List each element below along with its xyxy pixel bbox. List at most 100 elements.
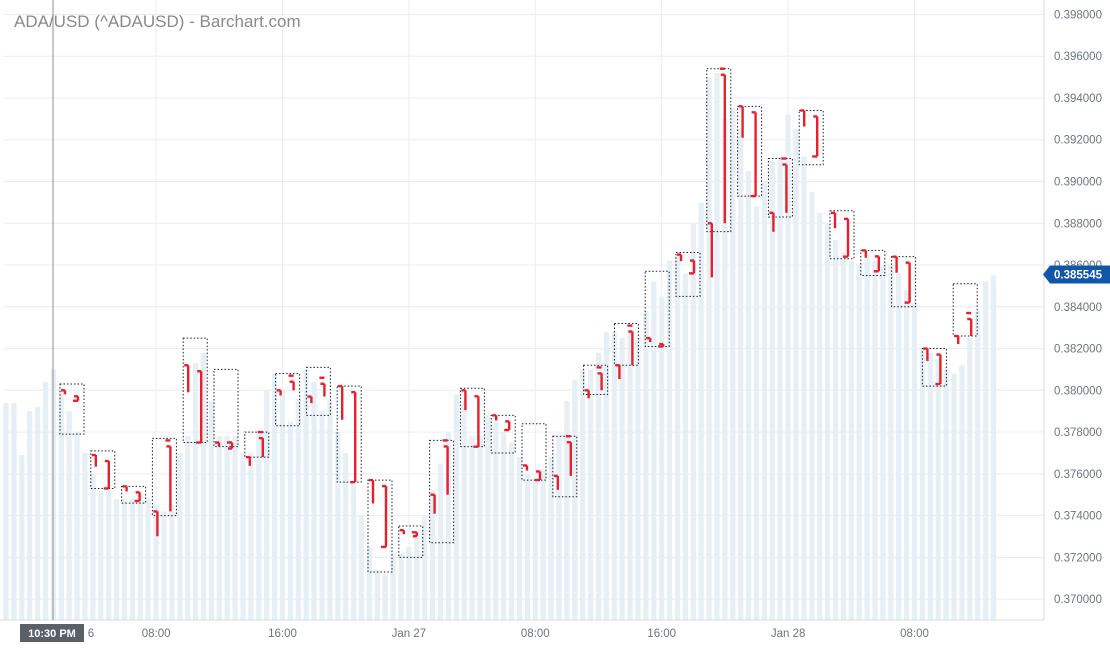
y-tick-label: 0.378000	[1054, 427, 1102, 439]
candle-range-box	[151, 437, 177, 517]
background-bar	[232, 436, 238, 620]
background-bar	[698, 202, 704, 621]
y-tick-label: 0.398000	[1054, 9, 1102, 21]
grid-layer	[4, 0, 1044, 620]
background-bar	[556, 436, 562, 620]
background-bar	[398, 553, 404, 620]
background-bar	[35, 407, 41, 620]
axis-layer: 0.398000 0.396000 0.394000 0.392000 0.390000…	[0, 0, 1102, 640]
background-bar	[580, 369, 586, 620]
background-bar	[485, 415, 491, 620]
candle-range-box	[275, 373, 301, 427]
background-bar	[27, 411, 33, 620]
y-tick-label: 0.388000	[1054, 218, 1102, 230]
background-bar	[540, 469, 546, 620]
background-bar	[911, 302, 918, 620]
background-bar	[927, 352, 933, 620]
candle-range-box	[613, 322, 639, 366]
background-bar	[90, 473, 96, 620]
background-bar	[66, 411, 72, 620]
background-bar	[169, 505, 175, 620]
candle-range-box	[521, 423, 547, 481]
background-bar	[619, 338, 625, 620]
y-tick-label: 0.380000	[1054, 385, 1102, 397]
crosshair-badge	[20, 624, 84, 642]
candle-range-box	[798, 109, 824, 166]
background-bar	[106, 490, 112, 620]
background-bars-layer	[3, 72, 997, 621]
candle-range-box	[367, 479, 393, 573]
y-tick-label: 0.394000	[1054, 93, 1102, 105]
background-bar	[287, 421, 293, 620]
background-bar	[114, 498, 120, 620]
candles-layer	[59, 67, 978, 573]
y-tick-label: 0.382000	[1054, 344, 1102, 356]
background-bar	[832, 239, 839, 620]
background-bar	[635, 338, 641, 620]
background-bar	[588, 369, 594, 620]
background-bar	[667, 260, 673, 620]
background-bar	[19, 455, 25, 620]
candle-range-box	[860, 249, 886, 276]
background-bar	[501, 432, 507, 620]
background-bar	[3, 402, 9, 620]
background-bar	[990, 275, 997, 620]
background-bar	[493, 421, 499, 620]
background-bar	[548, 457, 554, 620]
background-bar	[572, 379, 578, 620]
background-bar	[82, 452, 88, 620]
background-bar	[817, 212, 823, 621]
y-tick-label: 0.372000	[1054, 552, 1102, 564]
background-bar	[74, 432, 80, 620]
y-tick-label: 0.374000	[1054, 511, 1102, 523]
background-bar	[825, 223, 831, 620]
background-bar	[216, 436, 222, 620]
last-price-badge	[1043, 265, 1110, 284]
background-bar	[935, 358, 941, 620]
candle-range-box	[706, 68, 732, 233]
crosshair-label: 10:30 PM	[28, 628, 76, 640]
background-bar	[445, 432, 451, 620]
background-bar	[129, 498, 135, 620]
background-bar	[279, 390, 286, 620]
background-bar	[461, 400, 467, 620]
candle-range-box	[675, 251, 701, 297]
x-tick-label: Jan 27	[392, 628, 427, 640]
background-bar	[651, 281, 657, 620]
background-bar	[272, 373, 278, 620]
candle-range-box	[952, 283, 978, 337]
background-bar	[919, 348, 925, 620]
background-bar	[864, 254, 870, 620]
background-bar	[137, 494, 143, 620]
candle-range-box	[90, 450, 116, 489]
background-bar	[374, 569, 380, 620]
background-bar	[880, 265, 886, 620]
background-bar	[240, 452, 246, 620]
background-bar	[611, 331, 617, 620]
x-tick-label: 16:00	[647, 628, 676, 640]
x-tick-label: 08:00	[521, 628, 550, 640]
candle-range-box	[398, 525, 424, 558]
background-bar	[382, 574, 388, 620]
candle-range-box	[921, 348, 947, 387]
background-bar	[406, 546, 412, 620]
background-bar	[390, 553, 396, 620]
background-bar	[303, 369, 309, 620]
background-bar	[477, 436, 483, 620]
background-bar	[200, 352, 207, 620]
background-bar	[769, 160, 775, 620]
candle-range-box	[305, 366, 331, 416]
y-tick-label: 0.396000	[1054, 51, 1102, 63]
candle-range-box	[336, 385, 362, 483]
background-bar	[674, 254, 681, 620]
background-bar	[469, 436, 475, 620]
background-bar	[777, 156, 783, 620]
background-bar	[366, 546, 372, 620]
background-bar	[437, 463, 444, 620]
background-bar	[714, 72, 720, 621]
background-bar	[42, 381, 49, 620]
background-bar	[193, 363, 199, 620]
background-bar	[872, 260, 878, 620]
